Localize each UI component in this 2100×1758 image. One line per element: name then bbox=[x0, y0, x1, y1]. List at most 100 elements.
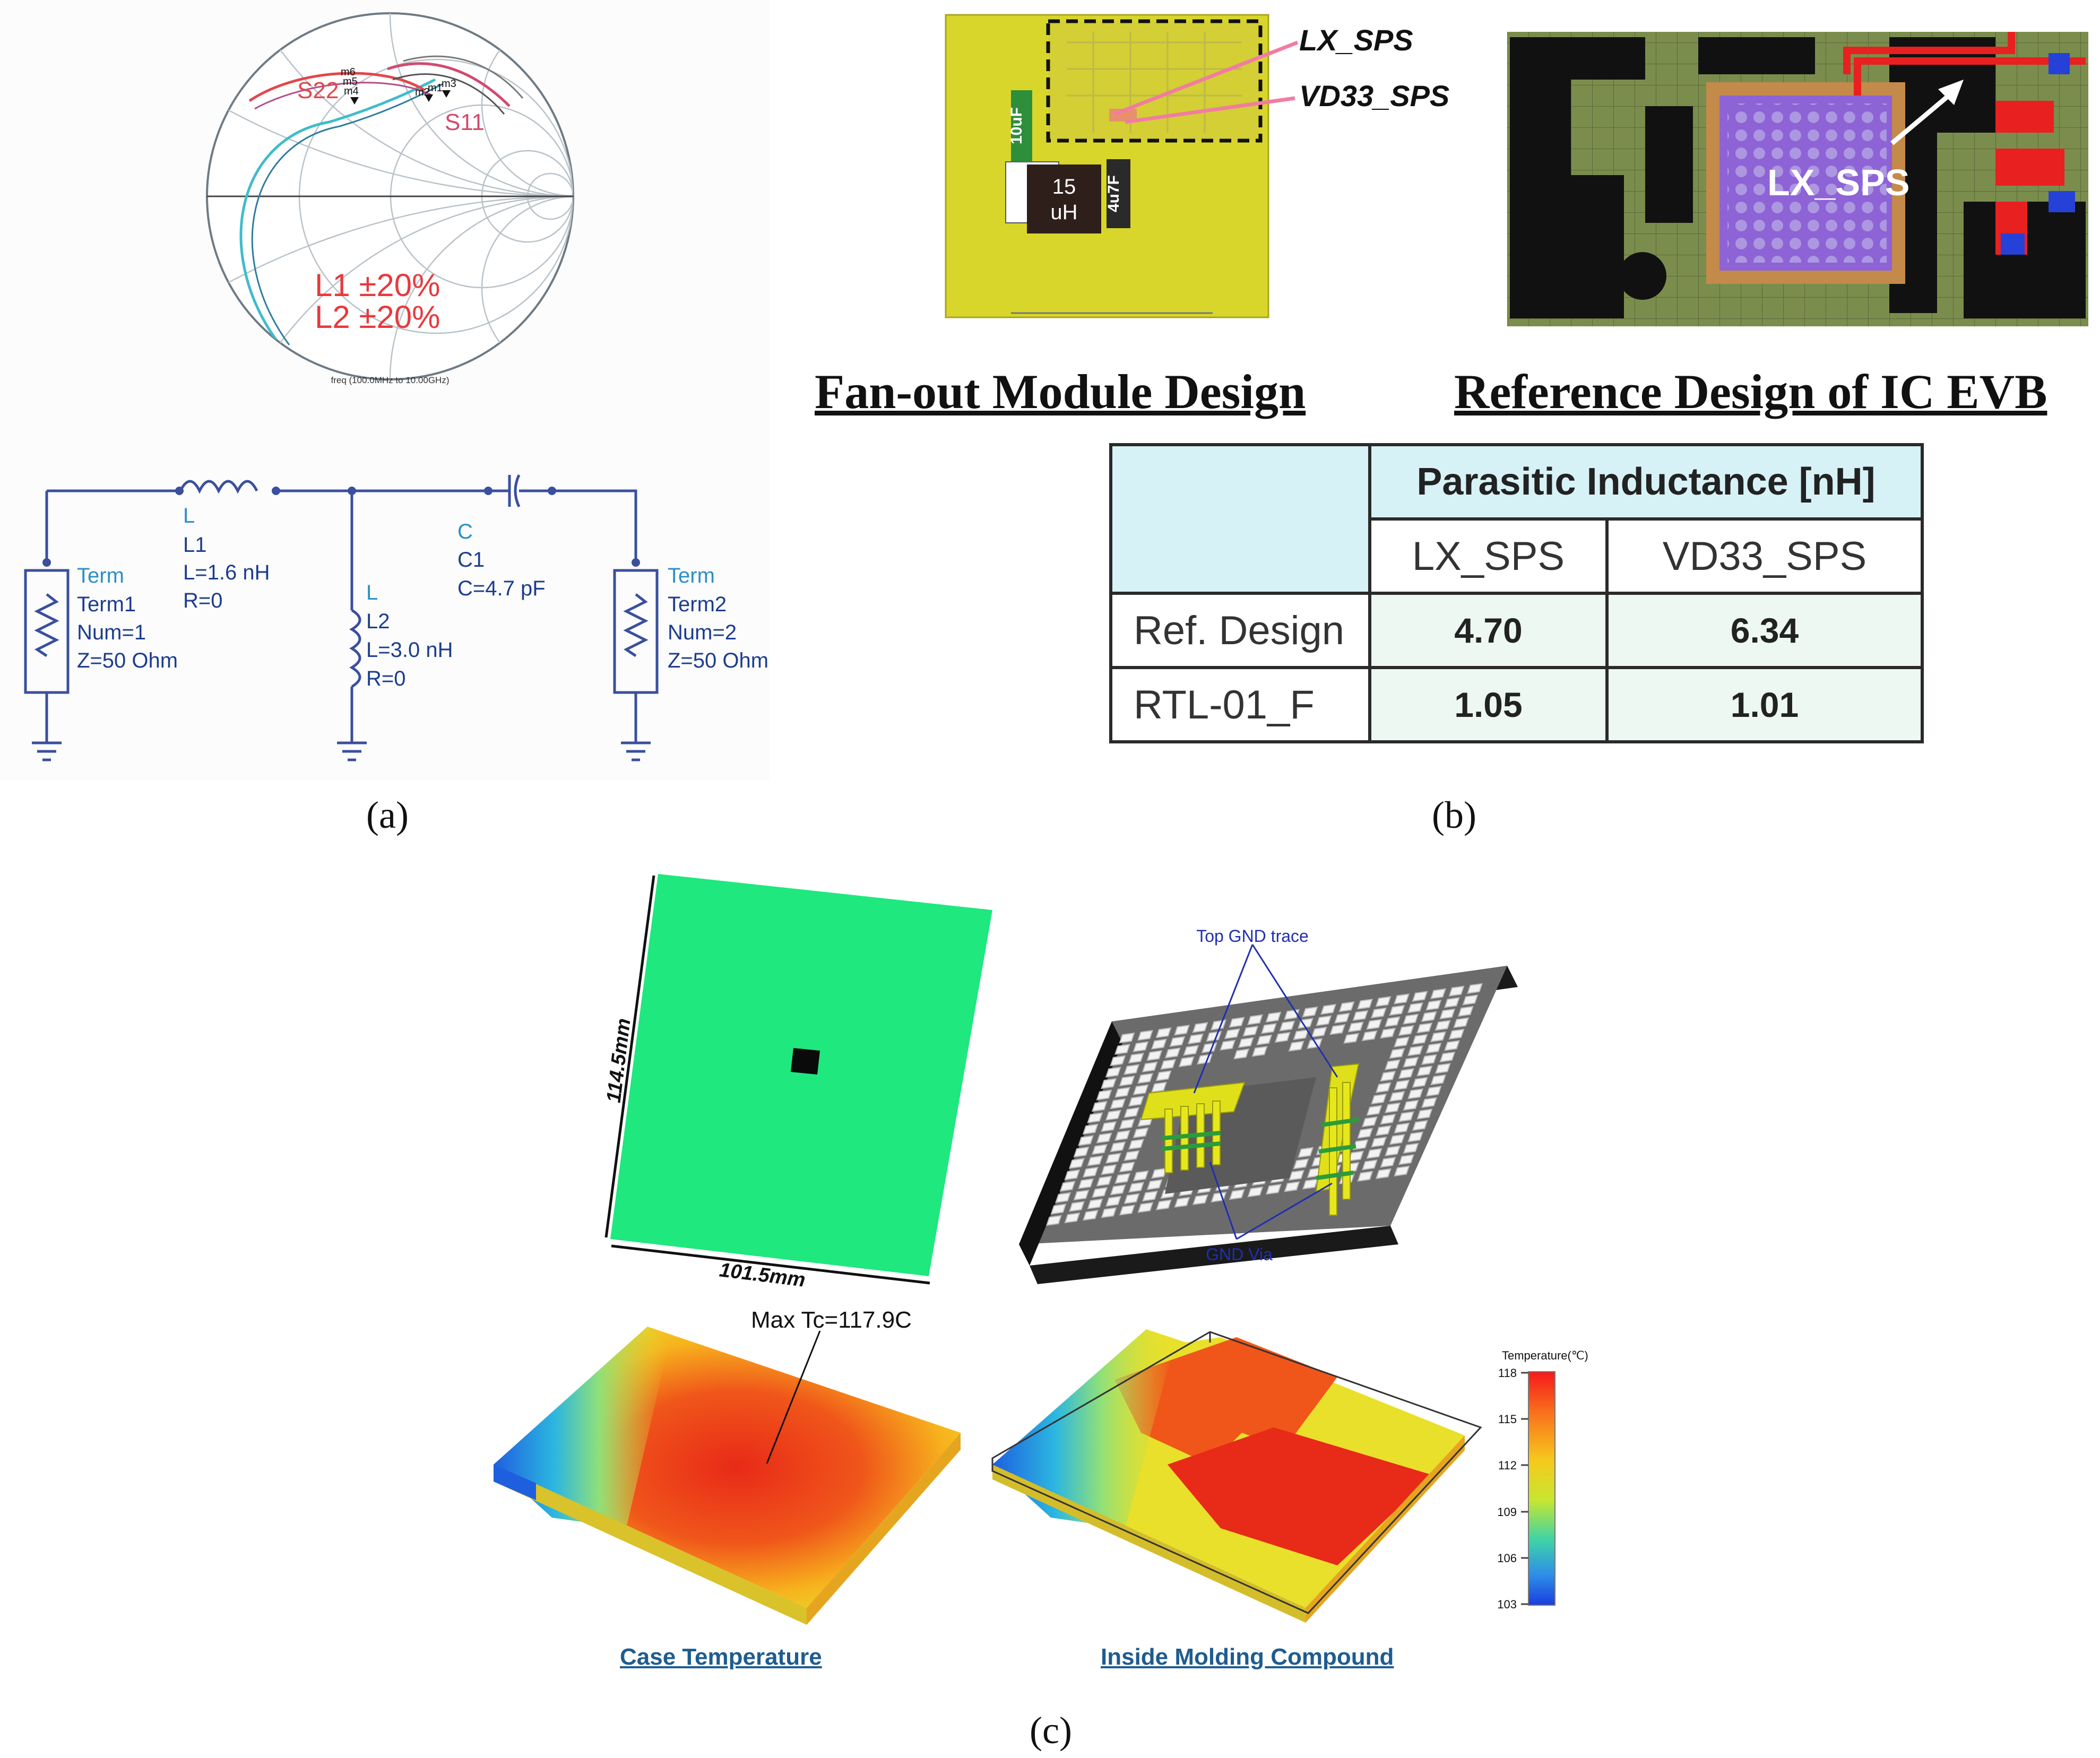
evb-lx-sps-label: LX_SPS bbox=[1767, 162, 1909, 203]
solder-ball bbox=[1425, 1086, 1442, 1097]
table-row: RTL-01_F 1.05 1.01 bbox=[1109, 666, 1924, 743]
top-gnd-trace-label: Top GND trace bbox=[1196, 926, 1309, 946]
molding-wireframe bbox=[991, 1331, 1482, 1614]
evb-blue-pad-2 bbox=[2049, 191, 2075, 212]
solder-ball bbox=[1069, 1201, 1085, 1212]
term1-num: Num=1 bbox=[77, 621, 146, 644]
marker-m3: m3 bbox=[442, 78, 456, 90]
solder-ball bbox=[1128, 1182, 1145, 1193]
solder-ball bbox=[1403, 1056, 1419, 1068]
fanout-traces bbox=[1067, 32, 1242, 133]
solder-ball bbox=[1197, 1053, 1213, 1065]
solder-ball bbox=[1114, 1173, 1131, 1184]
panel-a-caption: (a) bbox=[366, 794, 409, 836]
term2-resistor bbox=[623, 593, 649, 657]
cap-4u7f bbox=[1107, 159, 1130, 228]
wire-top-right bbox=[552, 489, 637, 562]
solder-ball bbox=[1434, 1020, 1451, 1031]
solder-ball bbox=[1142, 1190, 1158, 1202]
solder-ball bbox=[1201, 1042, 1217, 1053]
evb-blue-pad-3 bbox=[2001, 233, 2025, 255]
solder-ball bbox=[1174, 1197, 1190, 1208]
solder-ball bbox=[1087, 1155, 1103, 1166]
solder-ball bbox=[1101, 1121, 1117, 1132]
panel-c-caption: (c) bbox=[1030, 1709, 1072, 1752]
solder-ball bbox=[1375, 1125, 1392, 1136]
solder-ball bbox=[1091, 1101, 1108, 1112]
ground-l2 bbox=[337, 741, 367, 761]
solder-ball bbox=[1366, 1105, 1382, 1116]
tolerance-l1: L1 ±20% bbox=[315, 267, 440, 303]
solder-ball bbox=[1101, 1164, 1117, 1175]
solder-ball bbox=[1366, 1148, 1382, 1159]
solder-ball bbox=[1206, 1030, 1222, 1042]
l2-name: L2 bbox=[366, 610, 390, 633]
net-lx-sps: LX_SPS bbox=[1299, 23, 1413, 57]
solder-ball bbox=[1357, 1171, 1373, 1182]
solder-ball bbox=[1453, 1017, 1470, 1028]
solder-ball bbox=[1389, 1047, 1405, 1059]
solder-ball bbox=[1407, 1045, 1423, 1056]
term2-type: Term bbox=[668, 564, 715, 587]
colorbar-title: Temperature(℃) bbox=[1502, 1349, 1588, 1362]
solder-ball bbox=[1298, 1147, 1314, 1158]
solder-ball bbox=[1357, 1128, 1373, 1139]
solder-ball bbox=[1311, 1026, 1327, 1038]
solder-ball bbox=[1110, 1098, 1126, 1110]
solder-ball bbox=[1389, 1134, 1405, 1145]
solder-ball bbox=[1155, 1199, 1172, 1210]
solder-ball bbox=[1087, 1112, 1103, 1123]
solder-ball bbox=[1394, 1165, 1410, 1177]
solder-ball bbox=[1375, 996, 1392, 1007]
solder-ball bbox=[1352, 1010, 1369, 1021]
reference-design-image: LX_SPS bbox=[1507, 32, 2088, 326]
solder-ball bbox=[1092, 1187, 1108, 1198]
term1-impedance: Z=50 Ohm bbox=[77, 649, 178, 672]
inside-molding-map bbox=[991, 1329, 1482, 1623]
solder-ball bbox=[1448, 1028, 1465, 1040]
table-row-label: Ref. Design bbox=[1109, 592, 1371, 669]
solder-ball bbox=[1462, 994, 1479, 1006]
panel-a: S22 S11 m6 m5 m4 m2 m1 m3 L1 ±20% L2 ±20… bbox=[24, 12, 769, 761]
solder-ball bbox=[1101, 1207, 1117, 1218]
solder-ball bbox=[1124, 1150, 1140, 1162]
solder-ball bbox=[1403, 1142, 1419, 1154]
case-temperature-map: Max Tc=117.9C bbox=[494, 1307, 961, 1625]
solder-ball bbox=[1110, 1184, 1126, 1196]
cap-4u7f-label: 4u7F bbox=[1105, 175, 1122, 212]
solder-ball bbox=[1260, 1023, 1277, 1034]
solder-ball bbox=[1151, 1038, 1167, 1050]
table-cell: 4.70 bbox=[1368, 592, 1609, 669]
solder-ball bbox=[1133, 1170, 1149, 1182]
marker-triangle-m2 bbox=[425, 94, 433, 102]
solder-ball bbox=[1096, 1089, 1112, 1101]
solder-ball bbox=[1151, 1167, 1168, 1179]
solder-ball bbox=[1444, 997, 1460, 1008]
solder-ball bbox=[1078, 1135, 1094, 1146]
c1-name: C1 bbox=[457, 548, 485, 571]
solder-ball bbox=[1380, 1027, 1396, 1039]
term2-impedance: Z=50 Ohm bbox=[668, 649, 768, 672]
solder-ball bbox=[1274, 1032, 1291, 1043]
fanout-module-image: 15 uH 10uF 4u7F LX_SPS VD33_SPS bbox=[945, 14, 1449, 318]
solder-ball bbox=[1302, 1006, 1318, 1018]
schematic-nodes bbox=[42, 487, 640, 567]
l2-resistance: R=0 bbox=[366, 667, 406, 690]
solder-ball bbox=[1146, 1179, 1163, 1190]
solder-ball bbox=[1398, 1025, 1414, 1036]
solder-ball bbox=[1164, 1047, 1181, 1059]
solder-ball bbox=[1110, 1055, 1126, 1067]
evb-red-pad-2 bbox=[1995, 149, 2064, 186]
solder-ball bbox=[1174, 1025, 1190, 1036]
fanout-dashed-outline bbox=[1046, 19, 1263, 143]
l2-type: L bbox=[366, 581, 378, 604]
solder-ball bbox=[1119, 1118, 1135, 1130]
s22-label: S22 bbox=[297, 77, 339, 103]
solder-ball bbox=[1407, 1002, 1423, 1014]
solder-ball bbox=[1385, 1145, 1401, 1157]
colorbar-gradient bbox=[1528, 1371, 1555, 1606]
solder-ball bbox=[1425, 1043, 1442, 1054]
solder-ball bbox=[1128, 1139, 1144, 1150]
l1-type: L bbox=[183, 504, 195, 527]
parasitic-inductance-table: Parasitic Inductance [nH] LX_SPS VD33_SP… bbox=[1109, 443, 1924, 743]
